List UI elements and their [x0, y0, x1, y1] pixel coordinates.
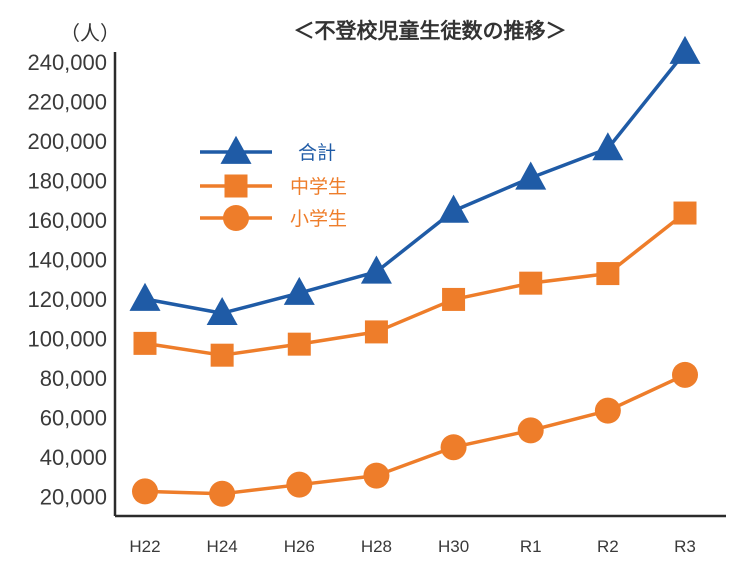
- data-point: [517, 417, 544, 444]
- x-tick-label: H24: [207, 537, 238, 556]
- data-point: [515, 161, 547, 190]
- y-tick-label: 140,000: [27, 247, 107, 272]
- x-tick-label: H26: [284, 537, 315, 556]
- y-tick-label: 220,000: [27, 89, 107, 114]
- y-tick-label: 120,000: [27, 287, 107, 312]
- data-point: [672, 361, 698, 388]
- series-3: [132, 361, 698, 507]
- y-tick-label: 200,000: [27, 129, 107, 154]
- legend-marker: [220, 135, 252, 164]
- data-point: [596, 262, 620, 286]
- series-line: [144, 211, 687, 357]
- x-axis-ticks: H22 H24 H26 H28 H30 R1 R2 R3: [129, 537, 695, 556]
- chart-title: ＜不登校児童生徒数の推移＞: [294, 19, 567, 43]
- x-tick-label: H22: [129, 537, 160, 556]
- data-point: [594, 397, 621, 424]
- series-line: [144, 373, 686, 496]
- data-point: [133, 331, 157, 355]
- data-point: [669, 35, 701, 64]
- y-tick-label: 20,000: [40, 484, 107, 509]
- data-point: [132, 478, 158, 505]
- x-tick-label: H30: [438, 537, 469, 556]
- data-point: [438, 194, 470, 223]
- data-point: [210, 343, 234, 367]
- legend-item: 中学生: [200, 174, 347, 198]
- y-tick-label: 80,000: [40, 366, 107, 391]
- data-point: [129, 282, 161, 311]
- data-point: [206, 296, 238, 326]
- legend-item: 小学生: [200, 205, 347, 231]
- data-point: [673, 201, 697, 225]
- data-point: [442, 287, 466, 311]
- series-2: [133, 201, 697, 367]
- data-point: [363, 462, 390, 489]
- y-tick-label: 160,000: [27, 208, 107, 233]
- x-tick-label: R1: [520, 537, 542, 556]
- series-layer: [129, 35, 701, 507]
- legend-marker: [223, 205, 249, 231]
- y-tick-label: 100,000: [27, 326, 107, 351]
- data-point: [360, 255, 392, 284]
- data-point: [440, 434, 467, 461]
- y-axis-ticks: 20,000 40,000 60,000 80,000 100,000 120,000 14…: [27, 50, 107, 509]
- y-tick-label: 40,000: [40, 445, 107, 470]
- series-line: [144, 51, 687, 315]
- x-tick-label: H28: [361, 537, 392, 556]
- data-point: [519, 271, 543, 295]
- legend-label: 中学生: [290, 176, 347, 198]
- y-unit-label: （人）: [60, 21, 120, 45]
- y-tick-label: 60,000: [40, 405, 107, 430]
- data-point: [364, 320, 388, 344]
- data-point: [283, 276, 315, 305]
- data-point: [286, 471, 313, 498]
- data-point: [287, 332, 311, 356]
- legend-item: 合計: [200, 135, 336, 164]
- x-tick-label: R3: [674, 537, 696, 556]
- series-1: [129, 35, 701, 326]
- y-tick-label: 180,000: [27, 168, 107, 193]
- legend-marker: [224, 174, 248, 198]
- data-point: [592, 132, 624, 161]
- legend-label: 小学生: [290, 208, 347, 230]
- x-tick-label: R2: [597, 537, 619, 556]
- legend-label: 合計: [298, 142, 336, 164]
- data-point: [209, 480, 236, 507]
- y-tick-label: 240,000: [27, 50, 107, 75]
